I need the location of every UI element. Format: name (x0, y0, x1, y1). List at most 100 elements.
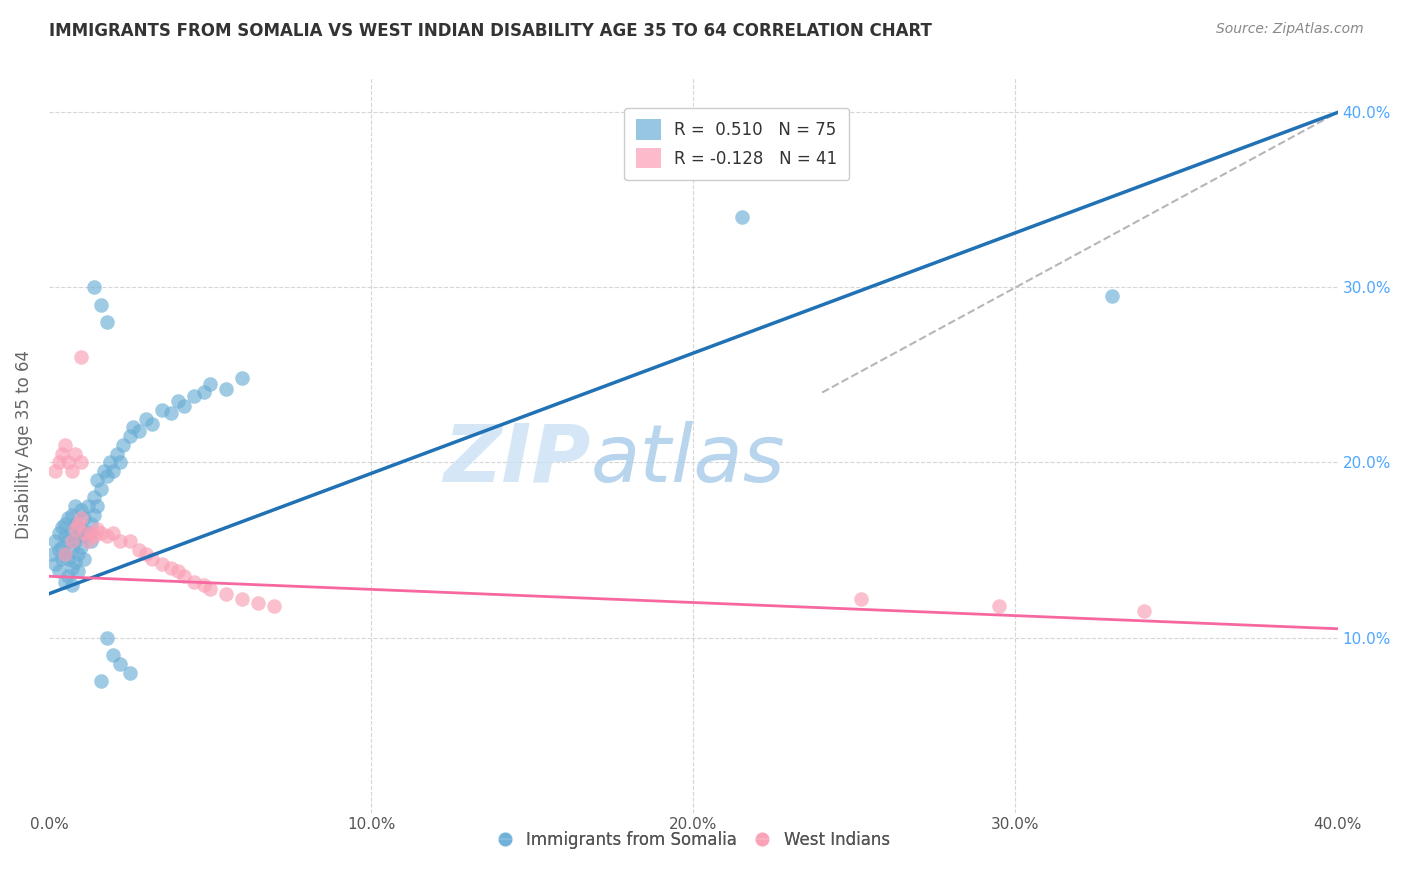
Text: IMMIGRANTS FROM SOMALIA VS WEST INDIAN DISABILITY AGE 35 TO 64 CORRELATION CHART: IMMIGRANTS FROM SOMALIA VS WEST INDIAN D… (49, 22, 932, 40)
Point (51, 540, 73, 554)
Text: atlas: atlas (591, 421, 785, 499)
Point (73, 529, 96, 543)
Point (53, 547, 76, 561)
Point (60, 508, 83, 522)
Point (73, 551, 96, 566)
Point (76, 534, 98, 549)
Point (48, 455, 70, 469)
Point (183, 389, 205, 403)
Point (51, 520, 73, 534)
Point (66, 516, 89, 531)
Point (98, 455, 121, 469)
Point (150, 557, 173, 571)
Point (141, 551, 163, 566)
Point (193, 385, 215, 400)
Point (128, 424, 150, 438)
Text: Source: ZipAtlas.com: Source: ZipAtlas.com (1216, 22, 1364, 37)
Point (60, 543, 83, 558)
Point (58, 534, 80, 549)
Point (53, 516, 76, 531)
Point (58, 569, 80, 583)
Point (93, 464, 115, 478)
Point (60, 560, 83, 574)
Point (58, 455, 80, 469)
Point (849, 592, 872, 607)
Y-axis label: Disability Age 35 to 64: Disability Age 35 to 64 (15, 351, 32, 540)
Point (63, 516, 86, 531)
Point (160, 407, 183, 421)
Point (118, 534, 141, 549)
Point (66, 564, 89, 578)
Point (51, 551, 73, 566)
Point (118, 665, 141, 680)
Point (63, 522, 86, 536)
Legend: Immigrants from Somalia, West Indians: Immigrants from Somalia, West Indians (489, 824, 897, 855)
Point (135, 411, 157, 425)
Point (70, 351, 93, 365)
Point (44, 534, 66, 549)
Point (105, 447, 128, 461)
Point (70, 511, 93, 525)
Point (53, 547, 76, 561)
Point (60, 578, 83, 592)
Point (166, 564, 188, 578)
Point (89, 298, 111, 312)
Point (173, 569, 195, 583)
Point (215, 587, 238, 601)
Point (83, 491, 105, 505)
Point (89, 525, 111, 540)
Point (135, 547, 157, 561)
Point (86, 473, 108, 487)
Point (198, 376, 221, 391)
Point (83, 280, 105, 294)
Point (44, 464, 66, 478)
Point (70, 522, 93, 536)
Point (89, 674, 111, 689)
Point (103, 648, 125, 662)
Point (247, 595, 270, 609)
Point (41, 547, 63, 561)
Point (83, 508, 105, 522)
Point (231, 592, 253, 607)
Point (63, 534, 86, 549)
Point (76, 500, 98, 514)
Point (73, 525, 96, 540)
Point (183, 574, 205, 589)
Point (63, 555, 86, 569)
Point (76, 525, 98, 540)
Point (112, 438, 135, 452)
Point (96, 469, 118, 483)
Point (86, 522, 108, 536)
Point (48, 564, 70, 578)
Point (988, 599, 1011, 613)
Point (48, 543, 70, 558)
Point (160, 560, 183, 574)
Point (63, 447, 86, 461)
Point (70, 540, 93, 554)
Point (58, 551, 80, 566)
Point (53, 438, 76, 452)
Point (60, 525, 83, 540)
Point (166, 394, 188, 409)
Point (108, 534, 131, 549)
Point (118, 429, 141, 443)
Point (150, 403, 173, 417)
Point (121, 420, 143, 434)
Point (141, 417, 163, 431)
Point (70, 455, 93, 469)
Point (80, 525, 103, 540)
Point (96, 631, 118, 645)
Point (1101, 289, 1123, 303)
Point (60, 464, 83, 478)
Point (60, 534, 83, 549)
Point (51, 447, 73, 461)
Point (89, 482, 111, 496)
Text: ZIP: ZIP (443, 421, 591, 499)
Point (96, 529, 118, 543)
Point (231, 371, 253, 385)
Point (86, 500, 108, 514)
Point (108, 657, 131, 671)
Point (48, 525, 70, 540)
Point (66, 547, 89, 561)
Point (108, 455, 131, 469)
